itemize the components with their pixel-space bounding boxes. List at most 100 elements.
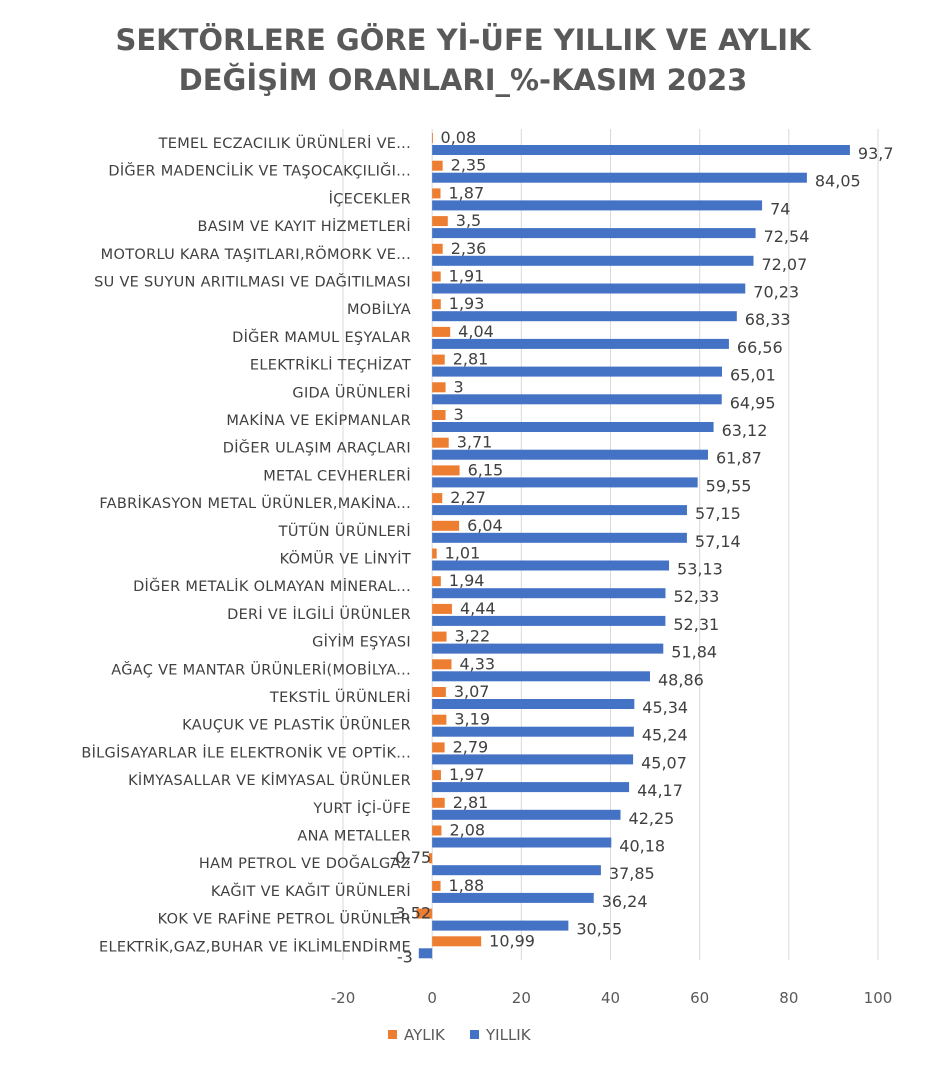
value-label-aylik: 3,07 bbox=[454, 682, 490, 701]
category-label: İÇECEKLER bbox=[329, 189, 411, 207]
value-label-aylik: 2,27 bbox=[450, 488, 486, 507]
category-label: BASIM VE KAYIT HİZMETLERİ bbox=[197, 217, 411, 235]
bar-aylik bbox=[432, 742, 445, 753]
value-label-aylik: 4,33 bbox=[459, 654, 495, 673]
bar-yillik bbox=[432, 754, 634, 765]
category-label: AĞAÇ VE MANTAR ÜRÜNLERİ(MOBİLYA... bbox=[111, 660, 411, 678]
value-label-aylik: 3,5 bbox=[456, 211, 481, 230]
bar-yillik bbox=[432, 366, 723, 377]
bar-yillik bbox=[432, 228, 756, 239]
value-label-yillik: 30,55 bbox=[576, 920, 622, 939]
bar-yillik bbox=[432, 865, 601, 876]
category-label: ANA METALLER bbox=[297, 829, 411, 845]
value-label-yillik: 93,7 bbox=[858, 144, 894, 163]
value-label-aylik: 1,88 bbox=[449, 876, 485, 895]
value-label-aylik: 1,01 bbox=[445, 544, 481, 563]
bar-aylik bbox=[432, 797, 445, 808]
bar-aylik bbox=[432, 576, 441, 587]
value-label-yillik: -3 bbox=[397, 947, 413, 966]
category-label: MAKİNA VE EKİPMANLAR bbox=[226, 411, 411, 429]
bar-aylik bbox=[432, 243, 443, 254]
bar-aylik bbox=[432, 631, 447, 642]
value-label-yillik: 72,07 bbox=[761, 255, 807, 274]
value-label-aylik: 2,81 bbox=[453, 793, 489, 812]
category-label: YURT İÇİ-ÜFE bbox=[312, 799, 411, 817]
category-labels: TEMEL ECZACILIK ÜRÜNLERİ VE... DİĞER MADE… bbox=[81, 134, 411, 955]
bar-aylik bbox=[432, 354, 445, 365]
bar-aylik bbox=[432, 465, 460, 476]
value-label-yillik: 45,07 bbox=[641, 753, 687, 772]
bar-yillik bbox=[432, 311, 737, 322]
value-label-yillik: 74 bbox=[770, 199, 790, 218]
bar-yillik bbox=[432, 394, 722, 405]
value-label-aylik: 1,93 bbox=[449, 294, 485, 313]
bar-aylik bbox=[432, 936, 482, 947]
value-label-aylik: 3,71 bbox=[457, 433, 493, 452]
category-label: MOTORLU KARA TAŞITLARI,RÖMORK VE... bbox=[101, 245, 411, 263]
category-label: DİĞER MAMUL EŞYALAR bbox=[232, 328, 411, 346]
value-label-yillik: 37,85 bbox=[609, 864, 655, 883]
category-label: KAUÇUK VE PLASTİK ÜRÜNLER bbox=[182, 716, 411, 734]
value-label-yillik: 57,14 bbox=[695, 532, 741, 551]
bar-yillik bbox=[432, 892, 594, 903]
value-label-aylik: 1,94 bbox=[449, 571, 485, 590]
bar-aylik bbox=[432, 188, 441, 199]
bar-aylik bbox=[432, 382, 446, 393]
x-tick-label: 100 bbox=[864, 989, 893, 1007]
chart-title-line-1: SEKTÖRLERE GÖRE Yİ-ÜFE YILLIK VE AYLIK bbox=[115, 23, 811, 57]
bar-aylik bbox=[432, 520, 460, 531]
bar-yillik bbox=[432, 782, 630, 793]
bar-yillik bbox=[432, 920, 569, 931]
bar-aylik bbox=[432, 410, 446, 420]
bar-yillik bbox=[432, 338, 729, 349]
value-label-aylik: 3,19 bbox=[454, 710, 490, 729]
bar-yillik bbox=[432, 699, 635, 709]
value-label-yillik: 57,15 bbox=[695, 504, 741, 523]
bar-yillik bbox=[432, 837, 612, 848]
value-label-yillik: 52,31 bbox=[673, 615, 719, 634]
category-label: DİĞER MADENCİLİK VE TAŞOCAKÇILIĞI... bbox=[108, 162, 411, 180]
category-label: TEMEL ECZACILIK ÜRÜNLERİ VE... bbox=[158, 134, 411, 152]
bar-yillik bbox=[432, 643, 664, 654]
category-label: FABRİKASYON METAL ÜRÜNLER,MAKİNA... bbox=[99, 494, 411, 512]
value-label-aylik: 4,04 bbox=[458, 322, 494, 341]
category-label: SU VE SUYUN ARITILMASI VE DAĞITILMASI bbox=[94, 273, 411, 291]
bar-yillik bbox=[432, 172, 807, 183]
value-label-aylik: 1,97 bbox=[449, 765, 485, 784]
value-label-yillik: 63,12 bbox=[722, 421, 768, 440]
value-label-yillik: 64,95 bbox=[730, 393, 776, 412]
bar-yillik bbox=[432, 615, 666, 626]
category-label: KOK VE RAFİNE PETROL ÜRÜNLER bbox=[158, 910, 411, 928]
value-label-aylik: 3,22 bbox=[455, 627, 491, 646]
gridlines bbox=[342, 129, 879, 960]
bar-aylik bbox=[432, 548, 437, 559]
bar-yillik bbox=[432, 726, 634, 737]
value-label-yillik: 61,87 bbox=[716, 449, 762, 468]
category-label: HAM PETROL VE DOĞALGAZ bbox=[199, 854, 411, 872]
bar-yillik bbox=[432, 809, 621, 820]
bar-aylik bbox=[432, 880, 441, 891]
value-label-aylik: 0,08 bbox=[441, 128, 477, 147]
value-label-aylik: 2,08 bbox=[449, 821, 485, 840]
bar-aylik bbox=[432, 825, 442, 836]
category-label: TEKSTİL ÜRÜNLERİ bbox=[269, 688, 411, 706]
value-label-aylik: 2,36 bbox=[451, 239, 487, 258]
bar-yillik bbox=[432, 449, 709, 460]
category-label: ELEKTRİKLİ TEÇHİZAT bbox=[250, 356, 411, 374]
bars bbox=[416, 133, 850, 959]
legend-swatch bbox=[470, 1030, 479, 1039]
value-label-yillik: 42,25 bbox=[629, 809, 675, 828]
bar-aylik bbox=[432, 271, 441, 282]
x-tick-label: -20 bbox=[331, 989, 356, 1007]
category-label: KAĞIT VE KAĞIT ÜRÜNLERİ bbox=[211, 882, 411, 900]
value-label-aylik: 10,99 bbox=[489, 931, 535, 950]
bar-yillik bbox=[432, 283, 746, 294]
value-label-aylik: 4,44 bbox=[460, 599, 496, 618]
category-label: DERİ VE İLGİLİ ÜRÜNLER bbox=[227, 605, 411, 623]
bar-yillik bbox=[432, 477, 698, 488]
value-label-aylik: 1,91 bbox=[449, 267, 485, 286]
value-label-aylik: 2,81 bbox=[453, 350, 489, 369]
bar-aylik bbox=[432, 326, 451, 337]
legend-label: YILLIK bbox=[485, 1026, 532, 1044]
x-tick-label: 20 bbox=[512, 989, 531, 1007]
